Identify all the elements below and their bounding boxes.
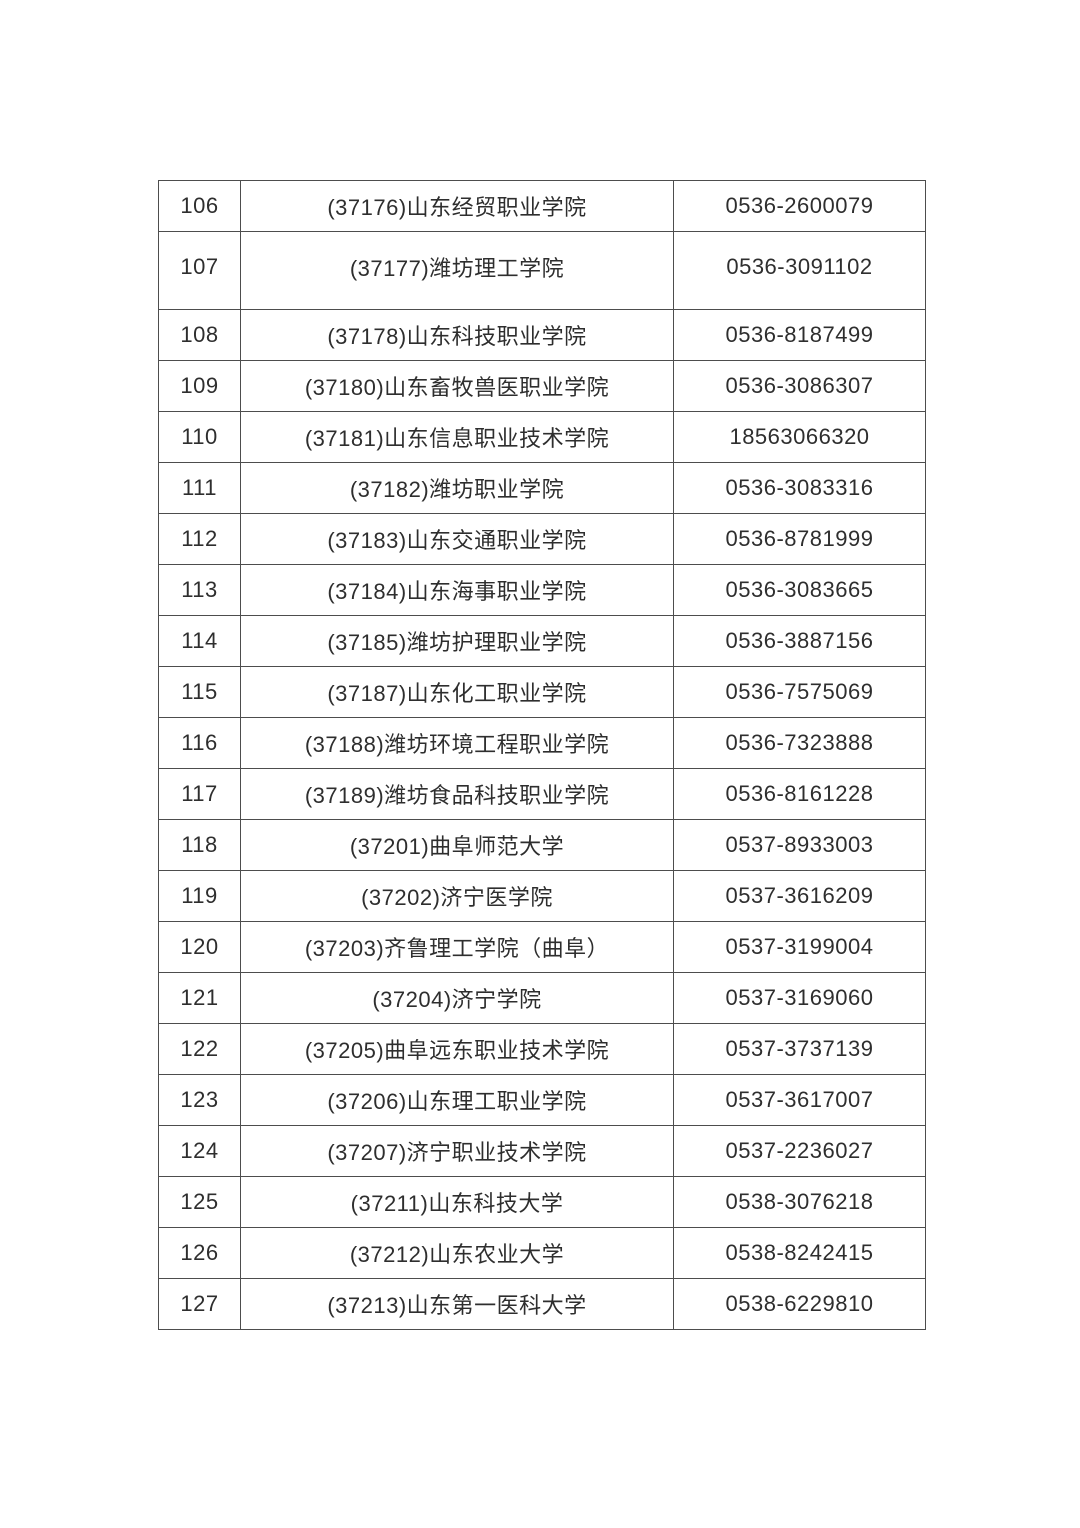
phone-cell: 0536-8781999 bbox=[673, 513, 926, 565]
phone-cell: 0536-3091102 bbox=[673, 231, 926, 310]
row-index-cell: 108 bbox=[158, 309, 241, 361]
phone-cell: 0536-3086307 bbox=[673, 360, 926, 412]
institution-cell: (37211)山东科技大学 bbox=[240, 1176, 674, 1228]
row-index-cell: 109 bbox=[158, 360, 241, 412]
table-row: 124 (37207)济宁职业技术学院 0537-2236027 bbox=[158, 1125, 926, 1177]
row-index-cell: 107 bbox=[158, 231, 241, 310]
institution-cell: (37189)潍坊食品科技职业学院 bbox=[240, 768, 674, 820]
table-row: 112 (37183)山东交通职业学院 0536-8781999 bbox=[158, 513, 926, 565]
phone-cell: 0537-2236027 bbox=[673, 1125, 926, 1177]
phone-cell: 0537-3617007 bbox=[673, 1074, 926, 1126]
table-row: 125 (37211)山东科技大学 0538-3076218 bbox=[158, 1176, 926, 1228]
table-row: 127 (37213)山东第一医科大学 0538-6229810 bbox=[158, 1278, 926, 1330]
table-row: 121 (37204)济宁学院 0537-3169060 bbox=[158, 972, 926, 1024]
phone-cell: 0538-6229810 bbox=[673, 1278, 926, 1330]
row-index-cell: 127 bbox=[158, 1278, 241, 1330]
institution-cell: (37176)山东经贸职业学院 bbox=[240, 180, 674, 232]
row-index-cell: 122 bbox=[158, 1023, 241, 1075]
row-index-cell: 119 bbox=[158, 870, 241, 922]
institution-cell: (37178)山东科技职业学院 bbox=[240, 309, 674, 361]
table-row: 111 (37182)潍坊职业学院 0536-3083316 bbox=[158, 462, 926, 514]
institution-cell: (37204)济宁学院 bbox=[240, 972, 674, 1024]
institution-cell: (37212)山东农业大学 bbox=[240, 1227, 674, 1279]
phone-cell: 0536-3083665 bbox=[673, 564, 926, 616]
phone-cell: 0536-3887156 bbox=[673, 615, 926, 667]
row-index-cell: 111 bbox=[158, 462, 241, 514]
table-row: 108 (37178)山东科技职业学院 0536-8187499 bbox=[158, 309, 926, 361]
phone-cell: 0536-2600079 bbox=[673, 180, 926, 232]
institution-cell: (37181)山东信息职业技术学院 bbox=[240, 411, 674, 463]
row-index-cell: 124 bbox=[158, 1125, 241, 1177]
phone-cell: 0538-3076218 bbox=[673, 1176, 926, 1228]
institution-cell: (37207)济宁职业技术学院 bbox=[240, 1125, 674, 1177]
row-index-cell: 112 bbox=[158, 513, 241, 565]
institution-phone-table: 106 (37176)山东经贸职业学院 0536-2600079 107 (37… bbox=[158, 180, 926, 1330]
phone-cell: 0537-3199004 bbox=[673, 921, 926, 973]
table-row: 120 (37203)齐鲁理工学院（曲阜） 0537-3199004 bbox=[158, 921, 926, 973]
table-row: 110 (37181)山东信息职业技术学院 18563066320 bbox=[158, 411, 926, 463]
institution-cell: (37202)济宁医学院 bbox=[240, 870, 674, 922]
row-index-cell: 125 bbox=[158, 1176, 241, 1228]
phone-cell: 0536-7323888 bbox=[673, 717, 926, 769]
phone-cell: 18563066320 bbox=[673, 411, 926, 463]
row-index-cell: 117 bbox=[158, 768, 241, 820]
institution-cell: (37182)潍坊职业学院 bbox=[240, 462, 674, 514]
phone-cell: 0537-3616209 bbox=[673, 870, 926, 922]
phone-cell: 0536-8187499 bbox=[673, 309, 926, 361]
row-index-cell: 113 bbox=[158, 564, 241, 616]
phone-cell: 0536-3083316 bbox=[673, 462, 926, 514]
institution-cell: (37187)山东化工职业学院 bbox=[240, 666, 674, 718]
phone-cell: 0537-8933003 bbox=[673, 819, 926, 871]
institution-cell: (37180)山东畜牧兽医职业学院 bbox=[240, 360, 674, 412]
row-index-cell: 115 bbox=[158, 666, 241, 718]
table-row: 107 (37177)潍坊理工学院 0536-3091102 bbox=[158, 231, 926, 310]
institution-cell: (37177)潍坊理工学院 bbox=[240, 231, 674, 310]
phone-cell: 0537-3737139 bbox=[673, 1023, 926, 1075]
institution-table-body: 106 (37176)山东经贸职业学院 0536-2600079 107 (37… bbox=[158, 180, 926, 1330]
table-row: 115 (37187)山东化工职业学院 0536-7575069 bbox=[158, 666, 926, 718]
row-index-cell: 118 bbox=[158, 819, 241, 871]
institution-cell: (37213)山东第一医科大学 bbox=[240, 1278, 674, 1330]
phone-cell: 0536-7575069 bbox=[673, 666, 926, 718]
table-row: 118 (37201)曲阜师范大学 0537-8933003 bbox=[158, 819, 926, 871]
row-index-cell: 126 bbox=[158, 1227, 241, 1279]
table-row: 119 (37202)济宁医学院 0537-3616209 bbox=[158, 870, 926, 922]
institution-cell: (37188)潍坊环境工程职业学院 bbox=[240, 717, 674, 769]
row-index-cell: 106 bbox=[158, 180, 241, 232]
table-row: 122 (37205)曲阜远东职业技术学院 0537-3737139 bbox=[158, 1023, 926, 1075]
phone-cell: 0536-8161228 bbox=[673, 768, 926, 820]
row-index-cell: 121 bbox=[158, 972, 241, 1024]
row-index-cell: 114 bbox=[158, 615, 241, 667]
row-index-cell: 110 bbox=[158, 411, 241, 463]
institution-cell: (37184)山东海事职业学院 bbox=[240, 564, 674, 616]
table-row: 116 (37188)潍坊环境工程职业学院 0536-7323888 bbox=[158, 717, 926, 769]
row-index-cell: 116 bbox=[158, 717, 241, 769]
phone-cell: 0537-3169060 bbox=[673, 972, 926, 1024]
phone-cell: 0538-8242415 bbox=[673, 1227, 926, 1279]
table-row: 106 (37176)山东经贸职业学院 0536-2600079 bbox=[158, 180, 926, 232]
table-row: 109 (37180)山东畜牧兽医职业学院 0536-3086307 bbox=[158, 360, 926, 412]
table-row: 113 (37184)山东海事职业学院 0536-3083665 bbox=[158, 564, 926, 616]
row-index-cell: 120 bbox=[158, 921, 241, 973]
institution-cell: (37206)山东理工职业学院 bbox=[240, 1074, 674, 1126]
table-row: 123 (37206)山东理工职业学院 0537-3617007 bbox=[158, 1074, 926, 1126]
row-index-cell: 123 bbox=[158, 1074, 241, 1126]
table-row: 117 (37189)潍坊食品科技职业学院 0536-8161228 bbox=[158, 768, 926, 820]
institution-cell: (37201)曲阜师范大学 bbox=[240, 819, 674, 871]
institution-cell: (37183)山东交通职业学院 bbox=[240, 513, 674, 565]
table-row: 114 (37185)潍坊护理职业学院 0536-3887156 bbox=[158, 615, 926, 667]
institution-cell: (37185)潍坊护理职业学院 bbox=[240, 615, 674, 667]
institution-cell: (37205)曲阜远东职业技术学院 bbox=[240, 1023, 674, 1075]
table-row: 126 (37212)山东农业大学 0538-8242415 bbox=[158, 1227, 926, 1279]
institution-cell: (37203)齐鲁理工学院（曲阜） bbox=[240, 921, 674, 973]
